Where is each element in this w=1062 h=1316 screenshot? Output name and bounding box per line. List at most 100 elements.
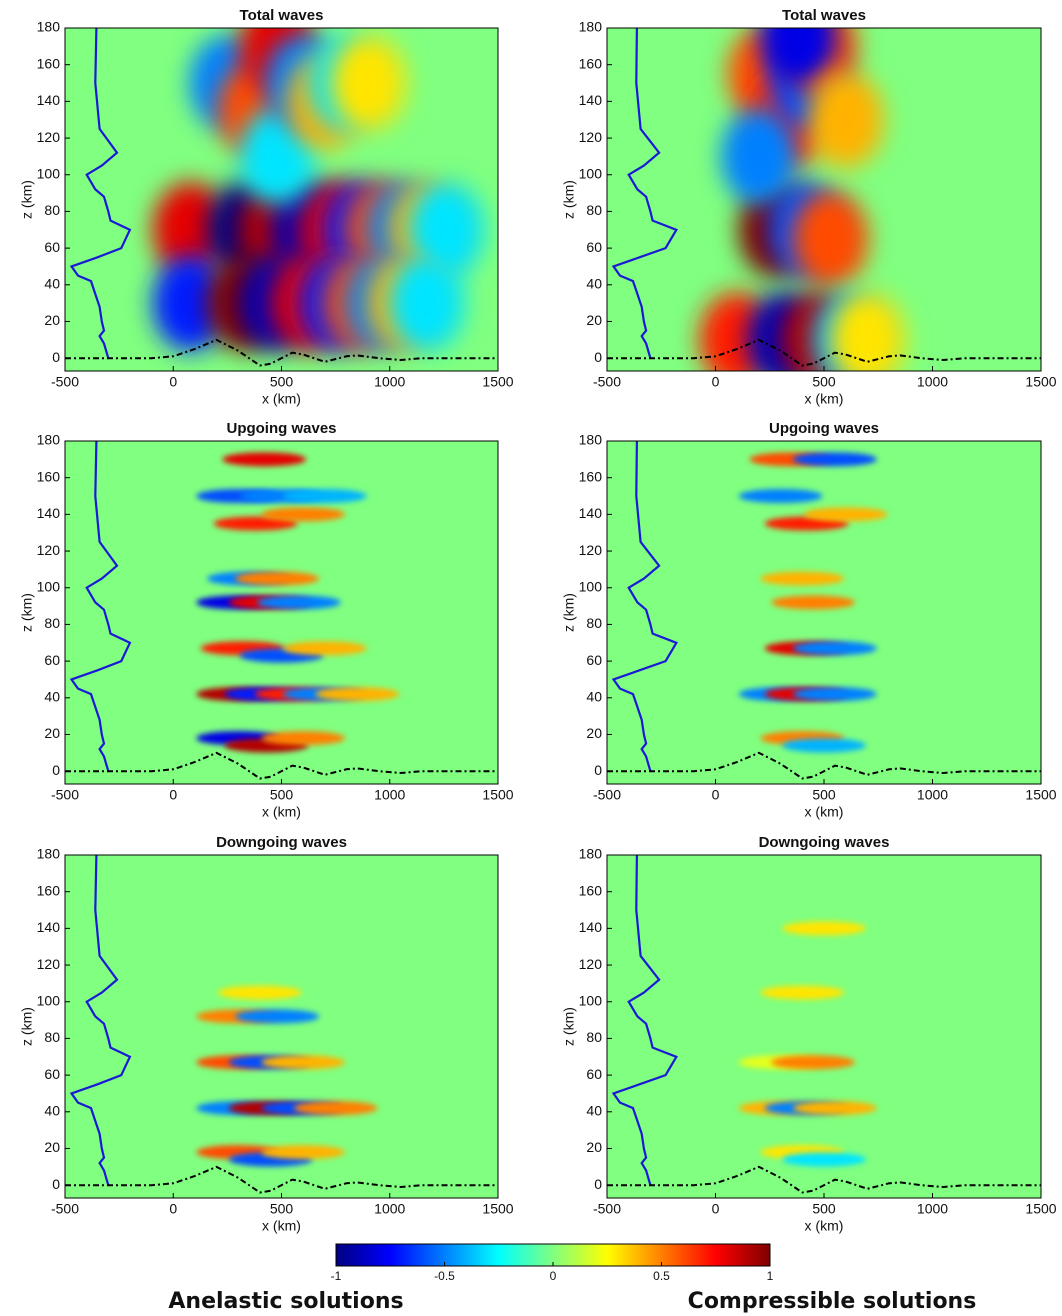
field-cell	[803, 507, 888, 522]
x-axis-label: x (km)	[805, 391, 844, 407]
x-tick-label: 500	[812, 374, 836, 390]
y-tick-label: 140	[579, 505, 603, 521]
field-cell	[282, 641, 367, 656]
x-tick-label: 1500	[1025, 374, 1056, 390]
y-tick-label: 40	[586, 275, 602, 291]
terrain-line	[65, 338, 498, 367]
y-tick-label: 160	[579, 882, 603, 898]
x-tick-label: 500	[270, 787, 294, 803]
y-tick-label: 120	[579, 129, 603, 145]
y-tick-label: 120	[37, 542, 61, 558]
y-tick-label: 140	[37, 92, 61, 108]
panel-title: Downgoing waves	[216, 834, 347, 851]
plot-area	[65, 855, 498, 1198]
y-tick-label: 80	[44, 615, 60, 631]
profile-line	[611, 28, 679, 359]
y-tick-label: 80	[586, 202, 602, 218]
y-tick-label: 140	[579, 92, 603, 108]
x-tick-label: 500	[270, 374, 294, 390]
y-tick-label: 0	[594, 762, 602, 778]
panel: -500 0 500 1000 1500 0 20 40 60 80 100 120 140 160 180…	[561, 420, 1057, 820]
panel-title: Total waves	[782, 7, 866, 24]
field-cell	[261, 1055, 346, 1070]
x-axis-label: x (km)	[805, 1218, 844, 1234]
x-tick-label: 500	[270, 1201, 294, 1217]
x-tick-label: -500	[51, 1201, 79, 1217]
x-tick-label: 1000	[917, 374, 948, 390]
x-tick-label: -500	[593, 1201, 621, 1217]
x-tick-label: 0	[712, 1201, 720, 1217]
y-axis-label: z (km)	[561, 1007, 577, 1046]
y-tick-label: 0	[594, 349, 602, 365]
x-tick-label: 1500	[482, 374, 513, 390]
y-tick-label: 120	[37, 956, 61, 972]
field-cell	[256, 595, 341, 610]
y-tick-label: 180	[37, 19, 61, 35]
x-tick-label: -500	[593, 374, 621, 390]
x-tick-label: 1000	[374, 1201, 405, 1217]
y-axis-label: z (km)	[19, 180, 35, 219]
background	[607, 441, 1041, 784]
x-tick-label: 0	[712, 787, 720, 803]
field-cell	[771, 595, 856, 610]
field-cell	[261, 1145, 346, 1160]
field-cell	[235, 1009, 320, 1024]
y-tick-label: 80	[44, 202, 60, 218]
terrain-line	[607, 1165, 1041, 1194]
x-tick-label: 1500	[1025, 1201, 1056, 1217]
y-tick-label: 120	[37, 129, 61, 145]
field-cell	[771, 1055, 856, 1070]
y-tick-label: 20	[586, 725, 602, 741]
panel: -500 0 500 1000 1500 0 20 40 60 80 100 120 140 160 180…	[19, 834, 514, 1234]
y-tick-label: 0	[52, 349, 60, 365]
colorbar-tick-label: -1	[331, 1269, 342, 1283]
x-tick-label: 1000	[374, 374, 405, 390]
y-tick-label: 180	[579, 846, 603, 862]
x-tick-label: 0	[712, 374, 720, 390]
y-tick-label: 40	[44, 688, 60, 704]
panel: -500 0 500 1000 1500 0 20 40 60 80 100 120 140 160 180…	[19, 7, 514, 407]
y-tick-label: 140	[37, 505, 61, 521]
x-tick-label: 1500	[482, 1201, 513, 1217]
x-tick-label: 500	[812, 1201, 836, 1217]
plot-area	[607, 441, 1041, 784]
y-tick-label: 100	[37, 578, 61, 594]
x-axis-label: x (km)	[805, 804, 844, 820]
x-tick-label: 0	[169, 374, 177, 390]
profile-line	[611, 855, 679, 1186]
background	[65, 855, 498, 1198]
y-tick-label: 20	[586, 312, 602, 328]
profile-line	[69, 441, 132, 772]
y-tick-label: 120	[579, 956, 603, 972]
y-tick-label: 80	[586, 1029, 602, 1045]
panel-title: Upgoing waves	[769, 420, 879, 437]
y-tick-label: 20	[586, 1139, 602, 1155]
y-tick-label: 100	[579, 165, 603, 181]
y-tick-label: 140	[579, 919, 603, 935]
panel: -500 0 500 1000 1500 0 20 40 60 80 100 120 140 160 180…	[19, 420, 514, 820]
field-cell	[720, 108, 797, 205]
y-axis-label: z (km)	[19, 593, 35, 632]
y-tick-label: 100	[37, 992, 61, 1008]
y-tick-label: 180	[579, 19, 603, 35]
field-cell	[782, 738, 866, 753]
profile-line	[69, 855, 132, 1186]
x-axis-label: x (km)	[262, 804, 301, 820]
plot-area	[607, 28, 1041, 371]
y-tick-label: 40	[44, 275, 60, 291]
field-cell	[261, 507, 346, 522]
y-tick-label: 100	[579, 992, 603, 1008]
plot-area	[65, 441, 498, 784]
y-tick-label: 0	[52, 762, 60, 778]
field-cell	[792, 1101, 877, 1116]
x-tick-label: 1000	[917, 1201, 948, 1217]
field-cell	[829, 291, 906, 371]
x-axis-label: x (km)	[262, 391, 301, 407]
y-tick-label: 80	[44, 1029, 60, 1045]
x-tick-label: 1500	[1025, 787, 1056, 803]
field-cell	[792, 452, 877, 467]
colorbar-tick-label: 0	[550, 1269, 557, 1283]
field-cell	[261, 731, 346, 746]
x-tick-label: 1000	[374, 787, 405, 803]
